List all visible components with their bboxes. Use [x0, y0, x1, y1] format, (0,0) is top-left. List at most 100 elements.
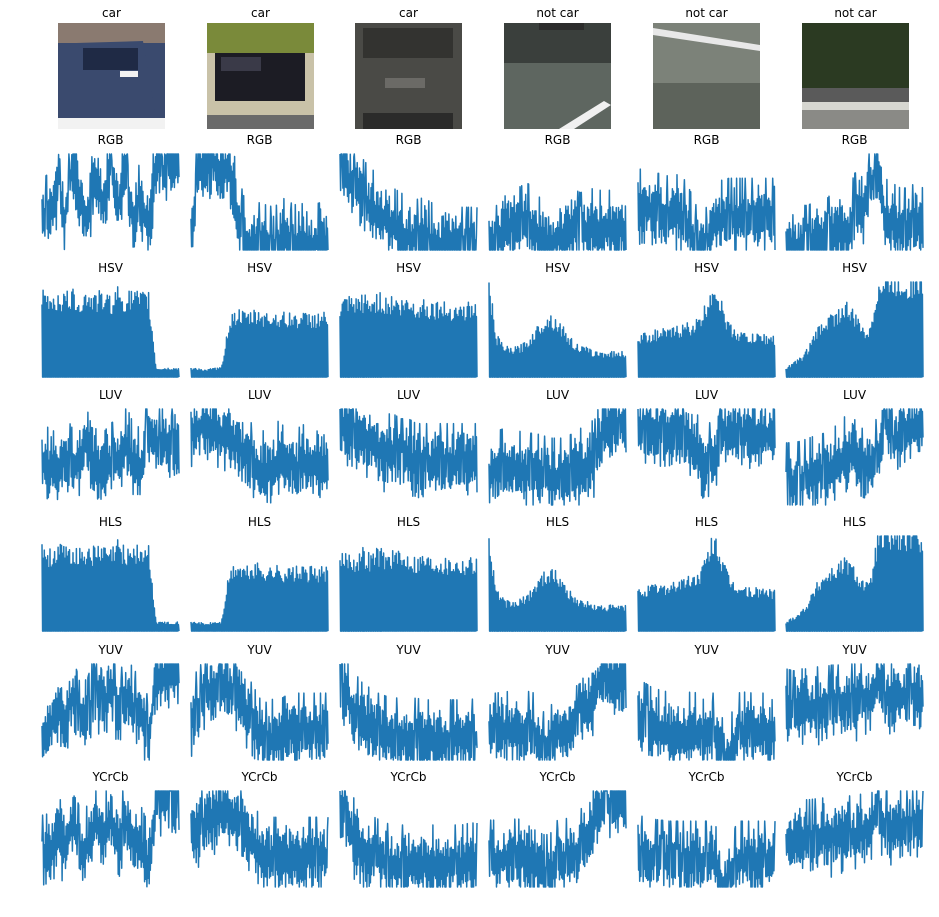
- feature-plot-yuv-5: YUV: [637, 643, 776, 761]
- feature-plot-yuv-6: YUV: [785, 643, 924, 746]
- feature-plot-hls-6: HLS: [785, 515, 924, 632]
- subplot-title: RGB: [98, 133, 124, 147]
- car-rear-grey-closeup-thumbnail: [355, 23, 462, 129]
- subplot-title: RGB: [694, 133, 720, 147]
- feature-plot-hsv-6: HSV: [785, 261, 924, 378]
- feature-plot-luv-6: LUV: [785, 388, 924, 506]
- feature-plot-rgb-1: RGB: [41, 133, 180, 251]
- subplot-title: HLS: [99, 515, 122, 529]
- sample-image-row: car car car not car not car not car: [58, 6, 909, 129]
- feature-series-line: [637, 408, 776, 499]
- feature-series-line: [190, 408, 329, 504]
- image-title: not car: [536, 6, 578, 20]
- feature-plot-hls-3: HLS: [339, 515, 478, 632]
- subplot-title: HSV: [247, 261, 273, 275]
- subplot-title: YCrCb: [836, 770, 873, 784]
- feature-plot-rgb-4: RGB: [488, 133, 627, 251]
- image-title: not car: [834, 6, 876, 20]
- subplot-title: YCrCb: [688, 770, 725, 784]
- feature-series-line: [488, 182, 627, 251]
- subplot-title: LUV: [546, 388, 570, 402]
- feature-plot-ycrcb-3: YCrCb: [339, 770, 478, 888]
- subplot-title: HSV: [98, 261, 124, 275]
- feature-plot-ycrcb-4: YCrCb: [488, 770, 627, 888]
- image-title: car: [399, 6, 418, 20]
- feature-series-line: [488, 663, 627, 761]
- feature-series-line: [41, 153, 180, 251]
- subplot-title: HSV: [396, 261, 422, 275]
- feature-series-line: [488, 790, 627, 888]
- feature-plot-rgb-2: RGB: [190, 133, 329, 251]
- subplot-title: LUV: [695, 388, 719, 402]
- feature-series-line: [637, 815, 776, 888]
- feature-series-line: [339, 546, 478, 632]
- subplot-title: YCrCb: [539, 770, 576, 784]
- feature-plot-ycrcb-1: YCrCb: [41, 770, 180, 888]
- feature-plot-rgb-3: RGB: [339, 133, 478, 251]
- subplot-title: RGB: [396, 133, 422, 147]
- feature-plot-rows: RGB RGB RGB RGB RGB RGB HSV HSV HSV HSV HSV HSV LUV L…: [41, 133, 924, 888]
- feature-plot-yuv-1: YUV: [41, 643, 180, 761]
- subplot-title: LUV: [99, 388, 123, 402]
- subplot-title: RGB: [842, 133, 868, 147]
- feature-plot-ycrcb-5: YCrCb: [637, 770, 776, 888]
- subplot-title: LUV: [843, 388, 867, 402]
- feature-plot-rgb-6: RGB: [785, 133, 924, 251]
- feature-plot-ycrcb-2: YCrCb: [190, 770, 329, 888]
- feature-series-line: [488, 538, 627, 632]
- feature-series-line: [488, 408, 627, 506]
- subplot-title: HLS: [397, 515, 420, 529]
- feature-series-line: [637, 168, 776, 251]
- feature-plot-hls-4: HLS: [488, 515, 627, 632]
- feature-series-line: [41, 790, 180, 888]
- subplot-title: YCrCb: [241, 770, 278, 784]
- feature-plot-hsv-3: HSV: [339, 261, 478, 378]
- feature-series-line: [190, 790, 329, 888]
- subplot-title: LUV: [248, 388, 272, 402]
- subplot-title: HLS: [248, 515, 271, 529]
- subplot-title: YUV: [395, 643, 421, 657]
- feature-series-line: [637, 293, 776, 378]
- feature-series-line: [339, 663, 478, 761]
- feature-series-line: [785, 790, 924, 878]
- feature-plot-luv-5: LUV: [637, 388, 776, 499]
- feature-series-line: [339, 153, 478, 251]
- image-title: not car: [685, 6, 727, 20]
- feature-series-line: [785, 408, 924, 506]
- feature-series-line: [41, 408, 180, 501]
- feature-plot-yuv-4: YUV: [488, 643, 627, 761]
- feature-series-line: [488, 282, 627, 378]
- feature-series-line: [190, 153, 329, 251]
- feature-series-line: [41, 539, 180, 632]
- subplot-title: YUV: [544, 643, 570, 657]
- subplot-title: LUV: [397, 388, 421, 402]
- feature-plot-hsv-1: HSV: [41, 261, 180, 378]
- feature-plot-hls-2: HLS: [190, 515, 329, 632]
- feature-plot-hls-5: HLS: [637, 515, 776, 632]
- feature-series-line: [190, 562, 329, 632]
- image-title: car: [102, 6, 121, 20]
- feature-plot-luv-2: LUV: [190, 388, 329, 504]
- subplot-title: YUV: [246, 643, 272, 657]
- feature-series-line: [190, 663, 329, 761]
- feature-plot-hls-1: HLS: [41, 515, 180, 632]
- subplot-title: HSV: [842, 261, 868, 275]
- feature-plot-luv-1: LUV: [41, 388, 180, 501]
- car-rear-blue-hatchback-thumbnail: [58, 23, 165, 129]
- feature-series-line: [637, 681, 776, 761]
- feature-plot-yuv-3: YUV: [339, 643, 478, 761]
- feature-series-line: [339, 291, 478, 378]
- subplot-title: HSV: [545, 261, 571, 275]
- feature-plot-hsv-2: HSV: [190, 261, 329, 378]
- feature-series-line: [785, 281, 924, 378]
- subplot-title: YUV: [97, 643, 123, 657]
- car-rear-dark-hatchback-street-thumbnail: [207, 23, 314, 129]
- subplot-title: YUV: [693, 643, 719, 657]
- image-title: car: [251, 6, 270, 20]
- road-asphalt-lane-line-thumbnail: [653, 23, 760, 129]
- feature-plot-yuv-2: YUV: [190, 643, 329, 761]
- feature-plot-rgb-5: RGB: [637, 133, 776, 251]
- feature-series-line: [339, 408, 478, 499]
- feature-series-line: [41, 663, 180, 761]
